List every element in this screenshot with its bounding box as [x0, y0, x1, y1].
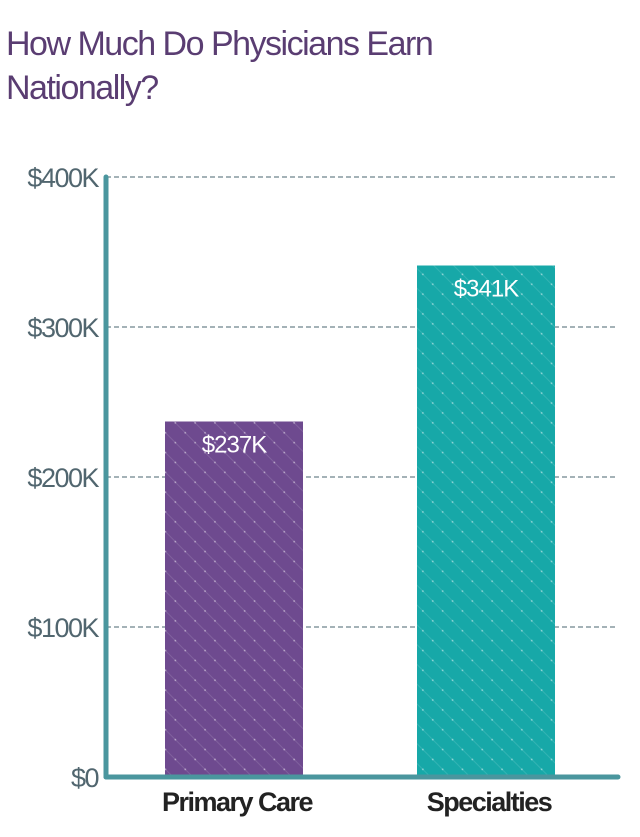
bars: $237K $341K [165, 265, 555, 777]
y-tick-label: $100K [27, 613, 99, 643]
x-category-label: Primary Care [162, 787, 314, 817]
y-tick-label: $200K [27, 463, 99, 493]
y-tick-label: $300K [27, 313, 99, 343]
y-tick-label: $0 [71, 763, 99, 793]
chart-title: How Much Do Physicians Earn Nationally? [6, 25, 434, 107]
y-axis-ticks: $0 $100K $200K $300K $400K [27, 163, 101, 793]
data-label: $341K [454, 276, 519, 303]
x-axis-labels: Primary Care Specialties [162, 787, 553, 817]
data-label: $237K [202, 432, 267, 459]
x-category-label: Specialties [427, 787, 552, 817]
bar-texture [417, 265, 555, 777]
y-tick-label: $400K [27, 163, 99, 193]
bar-texture [165, 421, 303, 777]
